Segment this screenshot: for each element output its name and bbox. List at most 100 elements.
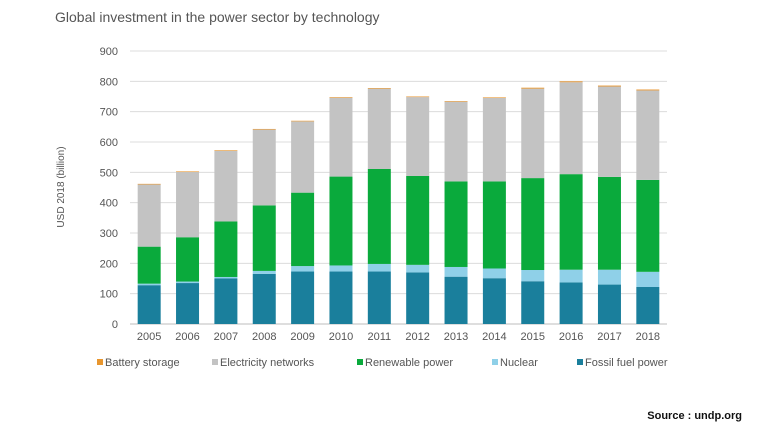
chart-title: Global investment in the power sector by… xyxy=(55,9,380,25)
x-tick-label: 2010 xyxy=(329,331,353,343)
y-tick-label: 700 xyxy=(100,107,118,119)
bar-segment-nuclear xyxy=(214,276,238,279)
bar-segment-electricity-networks xyxy=(406,97,430,176)
bar-stack-2016 xyxy=(559,81,583,324)
bar-segment-renewable-power xyxy=(329,176,353,266)
legend-swatch xyxy=(577,359,583,365)
x-tick-label: 2016 xyxy=(559,331,583,343)
y-tick-label: 800 xyxy=(100,76,118,88)
bar-segment-electricity-networks xyxy=(636,90,660,180)
bar-stack-2014 xyxy=(482,97,506,324)
bar-segment-nuclear xyxy=(367,263,391,272)
legend-label: Nuclear xyxy=(500,357,538,369)
bar-segment-renewable-power xyxy=(482,181,506,269)
bar-segment-renewable-power xyxy=(597,176,621,270)
bar-segment-nuclear xyxy=(597,269,621,285)
bar-segment-battery-storage xyxy=(252,128,276,130)
y-tick-label: 400 xyxy=(100,198,118,210)
bar-segment-nuclear xyxy=(291,266,315,272)
legend-swatch xyxy=(357,359,363,365)
x-tick-label: 2008 xyxy=(252,331,276,343)
y-tick-label: 100 xyxy=(100,289,118,301)
bar-stack-2006 xyxy=(176,171,200,324)
bar-stack-2009 xyxy=(291,120,315,324)
legend-item-electricity-networks: Electricity networks xyxy=(212,357,315,369)
legend-swatch xyxy=(492,359,498,365)
bar-stack-2017 xyxy=(597,85,621,324)
y-tick-label: 900 xyxy=(100,46,118,58)
x-axis-ticks: 2005 2006 2007 2008 2009 2010 2011 2012 2013 2014… xyxy=(137,331,660,343)
bar-segment-nuclear xyxy=(252,270,276,274)
bar-segment-fossil-fuel-power xyxy=(559,282,583,324)
x-tick-label: 2015 xyxy=(521,331,545,343)
bar-segment-electricity-networks xyxy=(559,82,583,175)
y-tick-label: 600 xyxy=(100,137,118,149)
y-tick-label: 300 xyxy=(100,228,118,240)
y-tick-label: 200 xyxy=(100,258,118,270)
bar-segment-fossil-fuel-power xyxy=(444,276,468,324)
bar-segment-battery-storage xyxy=(406,96,430,98)
bar-segment-electricity-networks xyxy=(367,88,391,169)
bar-segment-electricity-networks xyxy=(176,172,200,238)
bar-segment-nuclear xyxy=(137,283,161,286)
bar-segment-electricity-networks xyxy=(482,98,506,182)
bar-segment-renewable-power xyxy=(367,168,391,264)
bar-segment-renewable-power xyxy=(406,175,430,265)
bar-segment-nuclear xyxy=(636,271,660,287)
bar-segment-battery-storage xyxy=(176,171,200,173)
bar-stack-2018 xyxy=(636,89,660,324)
bar-segment-nuclear xyxy=(444,266,468,277)
bar-segment-nuclear xyxy=(406,264,430,273)
bar-segment-renewable-power xyxy=(291,192,315,267)
gridlines xyxy=(130,50,667,325)
y-axis-ticks: 0 100 200 300 400 500 600 700 800 900 xyxy=(100,46,118,331)
legend-label: Fossil fuel power xyxy=(585,357,668,369)
legend-label: Electricity networks xyxy=(220,357,315,369)
bar-stack-2010 xyxy=(329,97,353,324)
x-tick-label: 2007 xyxy=(214,331,238,343)
bar-segment-renewable-power xyxy=(137,246,161,284)
bar-segment-fossil-fuel-power xyxy=(176,283,200,324)
y-tick-label: 500 xyxy=(100,167,118,179)
legend: Battery storage Electricity networks Renew… xyxy=(97,357,668,369)
bar-segment-fossil-fuel-power xyxy=(406,272,430,324)
legend-item-renewable-power: Renewable power xyxy=(357,357,453,369)
bar-stack-2011 xyxy=(367,88,391,324)
bar-segment-electricity-networks xyxy=(252,129,276,206)
bar-stack-2008 xyxy=(252,128,276,324)
bar-segment-nuclear xyxy=(559,269,583,283)
bar-segment-fossil-fuel-power xyxy=(367,271,391,324)
bar-stack-2012 xyxy=(406,96,430,324)
legend-label: Renewable power xyxy=(365,357,453,369)
legend-item-fossil-fuel-power: Fossil fuel power xyxy=(577,357,668,369)
legend-swatch xyxy=(212,359,218,365)
bar-segment-fossil-fuel-power xyxy=(252,273,276,324)
x-tick-label: 2012 xyxy=(405,331,429,343)
x-tick-label: 2013 xyxy=(444,331,468,343)
bar-segment-renewable-power xyxy=(214,221,238,277)
bar-segment-battery-storage xyxy=(367,88,391,89)
bar-stack-2007 xyxy=(214,150,238,324)
bar-segment-battery-storage xyxy=(636,89,660,91)
bar-segment-battery-storage xyxy=(214,150,238,151)
bar-segment-battery-storage xyxy=(559,81,583,83)
bar-segment-fossil-fuel-power xyxy=(482,278,506,324)
bar-segment-electricity-networks xyxy=(214,150,238,222)
bar-segment-nuclear xyxy=(521,270,545,282)
bar-segment-renewable-power xyxy=(559,174,583,270)
bar-segment-electricity-networks xyxy=(597,86,621,177)
bar-segment-renewable-power xyxy=(636,179,660,272)
legend-label: Battery storage xyxy=(105,357,180,369)
bar-segment-fossil-fuel-power xyxy=(137,285,161,324)
x-tick-label: 2014 xyxy=(482,331,506,343)
bar-segment-battery-storage xyxy=(597,85,621,87)
bar-segment-fossil-fuel-power xyxy=(291,271,315,324)
y-axis-label: USD 2018 (billion) xyxy=(56,146,67,227)
x-tick-label: 2017 xyxy=(597,331,621,343)
source-note: Source : undp.org xyxy=(647,410,742,422)
bar-segment-electricity-networks xyxy=(444,101,468,182)
bar-segment-renewable-power xyxy=(521,178,545,271)
legend-swatch xyxy=(97,359,103,365)
bar-segment-battery-storage xyxy=(137,183,161,185)
